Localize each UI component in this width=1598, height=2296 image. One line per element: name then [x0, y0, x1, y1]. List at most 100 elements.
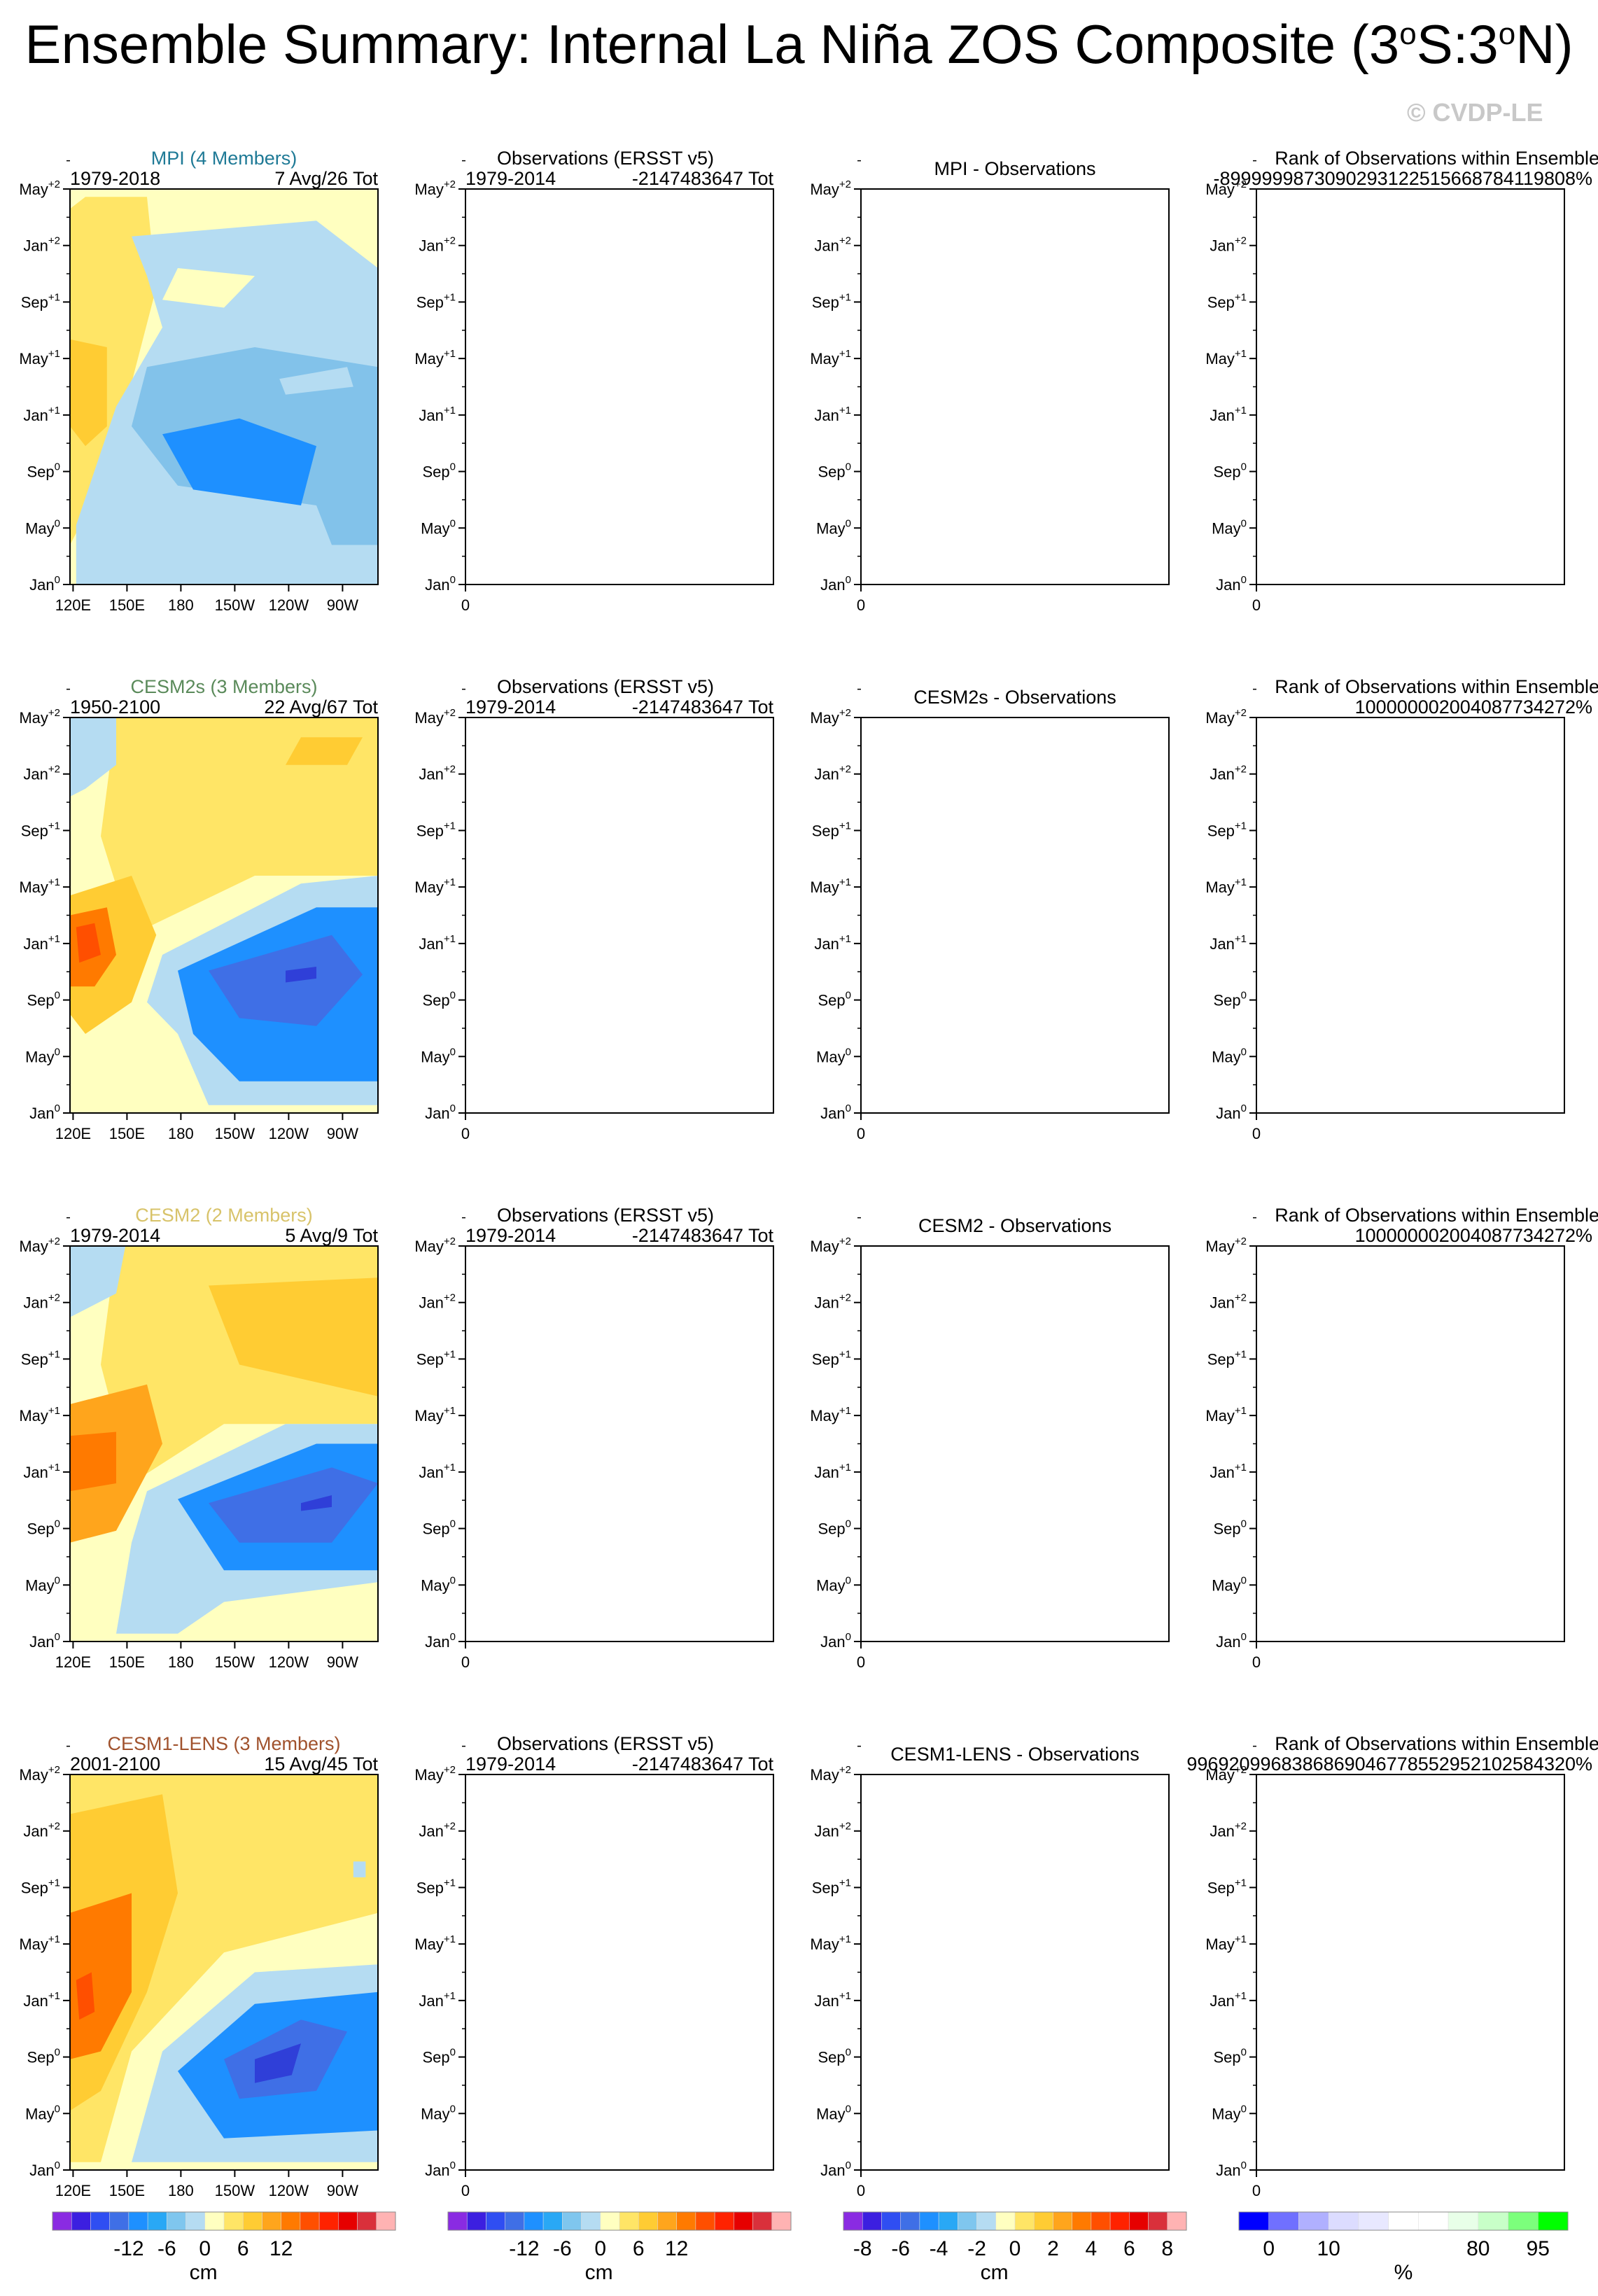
y-tick-superscript: +1: [444, 933, 456, 945]
y-tick-label: May+2: [810, 707, 851, 727]
colorbar-swatch: [562, 2211, 582, 2231]
y-tick-superscript: 0: [846, 1046, 851, 1058]
y-tick-label: Jan0: [1216, 1102, 1247, 1122]
panel-r3-c3: Rank of Observations within Ensemble9969…: [1186, 1733, 1598, 2199]
y-tick-superscript: +2: [48, 235, 60, 247]
y-tick-label: Sep0: [27, 990, 61, 1009]
colorbar-swatch: [71, 2211, 91, 2231]
contour-fill: [70, 1246, 378, 1642]
y-tick-label: Jan+1: [1210, 1990, 1247, 2010]
panel-r1-c1: Observations (ERSST v5)1979-2014 -2147483…: [414, 676, 774, 1142]
x-tick-label: 180: [168, 1125, 194, 1142]
y-tick-label: Sep0: [1214, 990, 1247, 1009]
y-tick-label: Jan+2: [419, 235, 456, 255]
y-tick-superscript: 0: [846, 517, 851, 529]
panel-frame: [1256, 1245, 1565, 1642]
x-tick-label: 0: [857, 1125, 865, 1142]
y-tick-superscript: +1: [444, 876, 456, 888]
colorbar-swatch: [109, 2211, 129, 2231]
y-tick-superscript: 0: [1241, 990, 1247, 1002]
y-tick-label: May+1: [810, 1405, 851, 1424]
colorbar-swatch: [1091, 2211, 1111, 2231]
colorbar-swatch: [600, 2211, 620, 2231]
y-tick-label: Sep+1: [812, 1348, 851, 1368]
y-tick-label: May0: [421, 517, 456, 537]
y-tick-superscript: 0: [450, 1574, 456, 1586]
y-tick-superscript: 0: [450, 2160, 456, 2171]
colorbar-tick-label: 0: [1263, 2237, 1275, 2260]
y-tick-superscript: +2: [48, 178, 60, 190]
y-tick-label: May0: [25, 2103, 60, 2122]
y-tick-superscript: +2: [1235, 1821, 1247, 1833]
colorbar-swatch: [843, 2211, 863, 2231]
y-tick-superscript: 0: [1241, 1574, 1247, 1586]
colorbar-swatch: [338, 2211, 358, 2231]
x-tick-label: 120W: [269, 2182, 309, 2199]
y-tick-superscript: +1: [48, 1877, 60, 1889]
panel-r0-c2: MPI - Observations0Jan0May0Sep0Jan+1May+…: [810, 158, 1170, 614]
y-tick-label: Jan+1: [814, 1990, 851, 2010]
y-tick-label: May0: [1212, 517, 1247, 537]
y-tick-superscript: 0: [450, 1631, 456, 1643]
y-tick-superscript: +2: [839, 1821, 851, 1833]
colorbar-swatch: [1148, 2211, 1168, 2231]
y-tick-superscript: +1: [1235, 1877, 1247, 1889]
colorbar-swatch: [242, 2211, 262, 2231]
y-tick-superscript: +1: [839, 1877, 851, 1889]
colorbar-swatch: [714, 2211, 734, 2231]
model-years: 2001-2100: [70, 1754, 160, 1774]
y-tick-label: Sep+1: [1207, 820, 1247, 839]
y-tick-superscript: +1: [48, 820, 60, 832]
x-tick-label: 180: [168, 1653, 194, 1671]
colorbar-tick-label: 8: [1161, 2237, 1173, 2260]
y-tick-superscript: 0: [55, 461, 60, 473]
y-tick-superscript: +1: [1235, 348, 1247, 360]
colorbar-swatch: [542, 2211, 563, 2231]
colorbar-unit: cm: [190, 2261, 218, 2284]
y-tick-superscript: 0: [1241, 517, 1247, 529]
contour-region: [301, 1494, 332, 1511]
contour-region: [353, 1861, 366, 1877]
y-tick-label: Jan+1: [1210, 1462, 1247, 1481]
y-tick-label: Sep+1: [416, 820, 456, 839]
colorbar-swatch: [676, 2211, 696, 2231]
y-tick-label: May+2: [810, 1764, 851, 1784]
colorbar-swatch: [90, 2211, 110, 2231]
y-tick-label: Sep+1: [416, 1877, 456, 1896]
colorbar-swatch: [657, 2211, 677, 2231]
y-tick-superscript: +1: [444, 1990, 456, 2002]
obs-count: -2147483647 Tot: [632, 1225, 774, 1246]
panel-r2-c0: CESM2 (2 Members)1979-2014 5 Avg/9 Tot 120…: [19, 1205, 379, 1671]
y-tick-superscript: +1: [839, 1933, 851, 1945]
y-tick-label: May0: [1212, 2103, 1247, 2122]
y-tick-label: Jan+1: [419, 933, 456, 953]
y-tick-label: May+2: [19, 1764, 60, 1784]
y-tick-label: May+2: [810, 178, 851, 198]
y-tick-label: May+2: [1205, 707, 1247, 727]
colorbar-unit: cm: [981, 2261, 1009, 2284]
y-tick-superscript: +1: [444, 1348, 456, 1360]
colorbar-swatch: [919, 2211, 939, 2231]
y-tick-label: May+1: [810, 876, 851, 896]
colorbar-swatch: [581, 2211, 601, 2231]
x-tick-label: 0: [461, 596, 470, 614]
y-tick-superscript: +2: [1235, 178, 1247, 190]
y-tick-label: Jan+2: [1210, 764, 1247, 783]
y-tick-label: Jan0: [29, 1631, 60, 1651]
y-tick-label: Jan0: [425, 2160, 456, 2179]
y-tick-superscript: +2: [48, 764, 60, 776]
rank-value: 996920996838686904677855295210258432​0%: [1186, 1754, 1592, 1774]
y-tick-label: Sep0: [818, 990, 852, 1009]
y-tick-superscript: +1: [48, 1405, 60, 1417]
panel-r2-c2: CESM2 - Observations0Jan0May0Sep0Jan+1Ma…: [810, 1215, 1170, 1671]
colorbar-swatch: [771, 2211, 792, 2231]
y-tick-superscript: +2: [48, 1821, 60, 1833]
y-tick-superscript: 0: [846, 574, 851, 586]
y-tick-label: May0: [816, 2103, 851, 2122]
x-tick-label: 90W: [327, 1653, 358, 1671]
panel-r3-c2: CESM1-LENS - Observations0Jan0May0Sep0Ja…: [810, 1744, 1170, 2199]
y-tick-label: Jan+1: [1210, 933, 1247, 953]
y-tick-label: May+2: [810, 1236, 851, 1255]
y-tick-superscript: 0: [450, 2047, 456, 2059]
colorbar-tick-label: -2: [967, 2237, 986, 2260]
